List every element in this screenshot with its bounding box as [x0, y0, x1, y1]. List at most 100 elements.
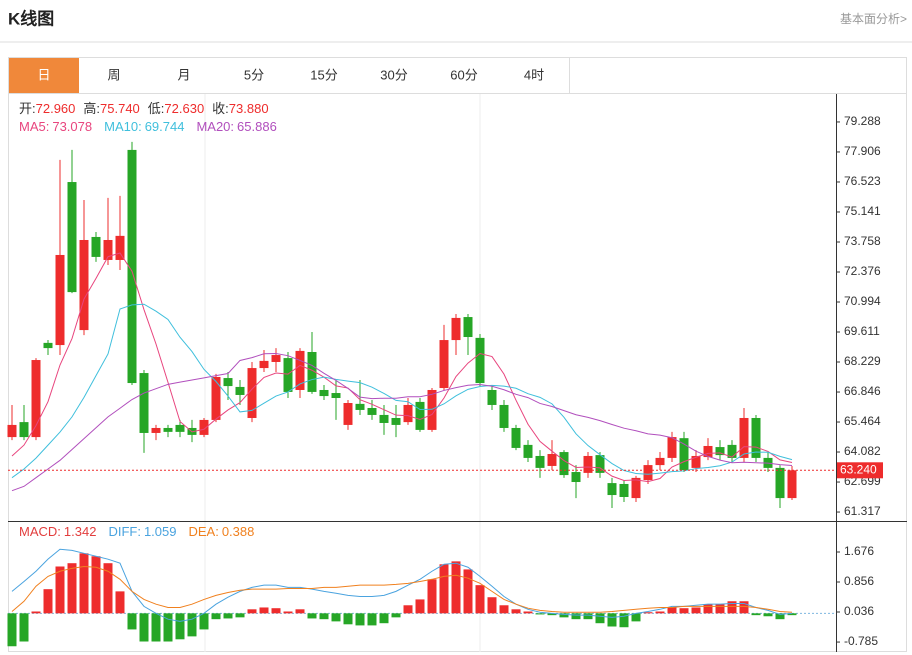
legend-name: MA10:	[104, 119, 142, 134]
tab-label[interactable]: 日	[37, 67, 50, 82]
macd-bar	[115, 591, 125, 614]
macd-bar	[91, 556, 101, 614]
candle-body	[307, 351, 317, 392]
line-series	[11, 548, 793, 622]
y-tick-label: 76.523	[844, 174, 881, 188]
macd-bar	[751, 613, 761, 616]
macd-bar	[103, 563, 113, 614]
macd-bar	[547, 613, 557, 616]
tab[interactable]	[9, 58, 79, 93]
macd-bar	[499, 605, 509, 614]
candle-body	[655, 457, 665, 466]
candle-body	[487, 389, 497, 405]
macd-bar	[55, 566, 65, 614]
legend-name: MA20:	[196, 119, 234, 134]
macd-bar	[763, 613, 773, 617]
quote: 开:72.960 高:75.740 低:72.630 收:73.880	[19, 101, 269, 116]
y-tick-label: 69.611	[844, 324, 880, 338]
tab[interactable]	[149, 58, 219, 93]
candle-body	[43, 342, 53, 349]
candle-body	[511, 427, 521, 448]
candle-body	[259, 360, 269, 369]
macd-bar	[475, 585, 485, 614]
candle-body	[643, 465, 653, 481]
macd-bar	[703, 604, 713, 614]
candle-body	[67, 182, 77, 293]
y-tick-label: 70.994	[844, 294, 881, 308]
tab-label[interactable]: 月	[177, 67, 190, 82]
macd-bar	[691, 607, 701, 614]
y-tick-label: 75.141	[844, 204, 881, 218]
candle-body	[619, 483, 629, 497]
quote-label: 收:	[212, 101, 229, 116]
macd-bar	[79, 553, 89, 614]
macd-bar	[19, 613, 29, 642]
candle-body	[739, 417, 749, 458]
candle-body	[679, 438, 689, 471]
macd-bar	[655, 611, 665, 614]
quote-label: 低:	[148, 101, 165, 116]
candle-body	[451, 317, 461, 341]
legend: MACD: 1.342 DIFF: 1.059 DEA: 0.388	[19, 524, 254, 539]
y-tick-label: 65.464	[844, 414, 881, 428]
macd-bar	[523, 611, 533, 614]
line-series	[11, 353, 793, 492]
macd-bar	[511, 609, 521, 614]
macd-bar	[583, 613, 593, 620]
tab-label[interactable]: 15分	[310, 67, 337, 82]
macd-bar	[487, 597, 497, 614]
quote-value: 75.740	[100, 101, 140, 116]
macd-bar	[463, 569, 473, 614]
macd-bar	[7, 613, 17, 647]
candle-body	[283, 358, 293, 392]
tab-label[interactable]: 周	[107, 67, 120, 82]
candle-body	[391, 417, 401, 425]
legend-value: 69.744	[145, 119, 185, 134]
macd-bar	[331, 613, 341, 622]
last-price-label: 63.240	[840, 462, 877, 476]
tab-label[interactable]: 30分	[380, 67, 407, 82]
candle-body	[691, 455, 701, 468]
tab[interactable]	[429, 58, 499, 93]
candle-body	[331, 393, 341, 399]
tab[interactable]	[499, 58, 569, 93]
macd-bar	[595, 613, 605, 624]
tab-label[interactable]: 5分	[244, 67, 264, 82]
tab[interactable]	[289, 58, 359, 93]
legend-value: 1.342	[64, 524, 97, 539]
macd-bar	[355, 613, 365, 626]
candle-body	[535, 455, 545, 468]
fundamental-link[interactable]: 基本面分析>	[840, 12, 907, 26]
candle-body	[91, 236, 101, 257]
macd-bar	[667, 607, 677, 614]
macd-bar	[643, 612, 653, 614]
macd-bar	[451, 561, 461, 614]
macd-bar	[187, 613, 197, 637]
candle-body	[439, 340, 449, 389]
legend-name: DEA:	[188, 524, 218, 539]
macd-bar	[67, 563, 77, 614]
candle-body	[703, 445, 713, 458]
tab-label[interactable]: 60分	[450, 67, 477, 82]
candle-body	[55, 254, 65, 346]
macd-bar	[619, 613, 629, 628]
y-tick-label: 72.376	[844, 264, 881, 278]
tab[interactable]	[219, 58, 289, 93]
y-tick-label: 0.856	[844, 574, 874, 588]
candle-body	[223, 378, 233, 387]
macd-bar	[367, 613, 377, 626]
candle-body	[583, 455, 593, 473]
candle-body	[715, 447, 725, 456]
y-tick-label: 79.288	[844, 114, 881, 128]
tab[interactable]	[79, 58, 149, 93]
y-tick-label: 68.229	[844, 354, 881, 368]
macd-bar	[427, 579, 437, 614]
candle-body	[463, 317, 473, 338]
macd-bar	[307, 613, 317, 619]
candle-body	[79, 239, 89, 331]
y-tick-label: 1.676	[844, 544, 874, 558]
tab[interactable]	[359, 58, 429, 93]
macd-bar	[151, 613, 161, 642]
tab-label[interactable]: 4时	[524, 67, 544, 82]
